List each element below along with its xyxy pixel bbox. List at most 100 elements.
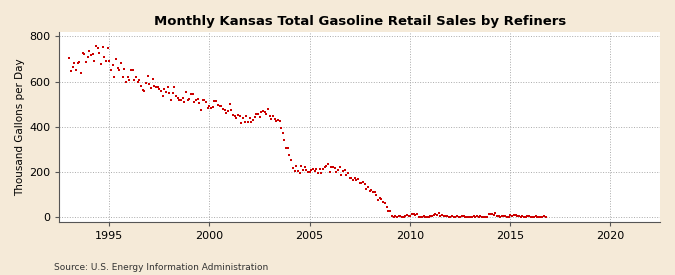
Point [406, 212, 417, 216]
Point [119, 66, 130, 71]
Point [338, 169, 348, 173]
Point [223, 109, 234, 114]
Point [326, 165, 337, 170]
Point [425, 214, 436, 219]
Point [333, 168, 344, 172]
Point [485, 212, 496, 216]
Point [239, 120, 250, 125]
Point [74, 60, 85, 64]
Point [112, 66, 123, 70]
Point [362, 185, 373, 189]
Point [329, 166, 340, 170]
Point [214, 104, 225, 108]
Point [507, 214, 518, 218]
Point [229, 114, 240, 118]
Point [224, 101, 235, 106]
Point [211, 99, 221, 103]
Point [153, 85, 163, 90]
Point [129, 78, 140, 83]
Point [392, 214, 402, 219]
Point [186, 92, 196, 96]
Point [381, 205, 392, 209]
Point [502, 215, 512, 219]
Point [416, 215, 427, 219]
Point [174, 98, 185, 103]
Point [80, 59, 91, 64]
Point [470, 214, 481, 219]
Point [447, 214, 458, 219]
Point [349, 176, 360, 181]
Point [219, 108, 230, 112]
Point [248, 118, 259, 122]
Point [111, 57, 122, 61]
Point [144, 82, 155, 87]
Point [157, 94, 168, 98]
Point [89, 59, 100, 63]
Point [540, 214, 551, 219]
Point [313, 170, 323, 175]
Point [457, 214, 468, 218]
Point [296, 164, 306, 169]
Point [277, 131, 288, 135]
Point [288, 166, 298, 170]
Point [448, 214, 459, 219]
Point [263, 107, 273, 111]
Point [207, 105, 218, 110]
Point [351, 178, 362, 182]
Point [336, 173, 347, 177]
Point [69, 61, 80, 65]
Point [465, 214, 476, 219]
Point [334, 165, 345, 169]
Point [254, 115, 265, 119]
Point [415, 215, 426, 219]
Point [359, 182, 370, 186]
Point [200, 100, 211, 104]
Point [298, 167, 308, 172]
Point [71, 68, 82, 72]
Point [520, 215, 531, 219]
Point [420, 215, 431, 219]
Point [257, 109, 268, 113]
Point [529, 214, 539, 219]
Point [518, 214, 529, 219]
Point [76, 71, 86, 75]
Point [139, 89, 150, 93]
Point [128, 67, 138, 72]
Point [234, 114, 245, 118]
Point [77, 51, 88, 55]
Point [132, 80, 143, 85]
Point [378, 200, 389, 205]
Point [368, 190, 379, 194]
Point [213, 103, 223, 107]
Point [96, 62, 107, 66]
Point [231, 116, 242, 120]
Point [266, 117, 277, 121]
Point [522, 214, 533, 219]
Point [427, 213, 437, 218]
Point [504, 214, 514, 219]
Point [408, 212, 419, 217]
Point [341, 172, 352, 177]
Point [115, 61, 126, 66]
Point [530, 214, 541, 219]
Point [184, 96, 195, 101]
Point [299, 164, 310, 169]
Point [395, 214, 406, 219]
Point [271, 119, 281, 123]
Point [167, 91, 178, 96]
Point [94, 51, 105, 55]
Point [505, 213, 516, 218]
Point [140, 81, 151, 85]
Point [181, 89, 192, 94]
Point [462, 215, 472, 219]
Point [65, 69, 76, 73]
Point [440, 214, 451, 219]
Point [149, 84, 160, 89]
Point [156, 89, 167, 93]
Point [204, 104, 215, 108]
Point [238, 116, 248, 120]
Point [276, 126, 287, 130]
Point [430, 212, 441, 216]
Point [241, 114, 252, 119]
Point [311, 167, 322, 172]
